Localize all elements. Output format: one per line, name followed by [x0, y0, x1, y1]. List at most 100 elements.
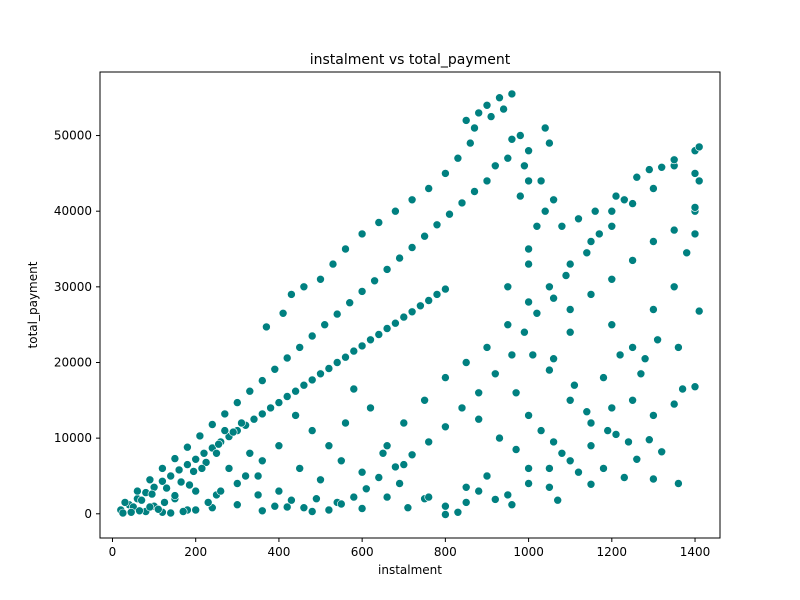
data-point [287, 290, 296, 299]
data-point [632, 454, 642, 464]
data-point [669, 282, 679, 292]
data-point [382, 492, 392, 502]
data-point [399, 312, 409, 322]
data-point [470, 123, 479, 133]
data-point [374, 218, 384, 227]
data-point [461, 116, 471, 125]
data-point [657, 163, 667, 172]
data-point [266, 403, 275, 413]
data-point [445, 209, 454, 219]
data-point [332, 358, 342, 367]
data-point [441, 510, 450, 519]
data-point [495, 93, 504, 102]
data-point [624, 437, 633, 447]
data-point [341, 418, 350, 428]
data-point [524, 244, 533, 254]
data-point [441, 284, 450, 294]
data-point [511, 445, 521, 454]
data-point [507, 350, 517, 360]
data-point [220, 409, 230, 419]
data-point [565, 395, 575, 405]
data-point [370, 276, 379, 286]
data-point [274, 486, 284, 496]
data-point [532, 222, 542, 231]
data-point [441, 169, 450, 178]
x-axis-label: instalment [378, 563, 442, 577]
data-point [403, 503, 413, 513]
data-point [524, 146, 533, 155]
data-point [183, 442, 192, 452]
data-point [549, 293, 558, 303]
data-point [474, 388, 484, 398]
data-point [407, 450, 417, 460]
data-point [391, 318, 400, 328]
data-point [545, 365, 554, 375]
data-point [420, 395, 429, 405]
data-point [640, 354, 650, 364]
data-point [361, 484, 371, 494]
data-point [628, 395, 637, 405]
data-point [586, 418, 596, 428]
data-point [607, 274, 617, 284]
data-point [470, 187, 479, 196]
data-point [540, 206, 550, 216]
data-point [183, 460, 192, 469]
data-point [524, 464, 533, 473]
data-point [237, 418, 246, 428]
x-tick-label: 0 [109, 545, 117, 559]
data-point [274, 441, 284, 451]
data-point [632, 172, 642, 182]
data-point [424, 184, 434, 193]
data-point [307, 426, 317, 435]
data-point [185, 480, 194, 490]
x-tick-label: 1400 [680, 545, 711, 559]
data-point [399, 460, 409, 469]
data-point [682, 248, 692, 258]
data-point [628, 199, 637, 208]
data-point [570, 380, 579, 390]
x-tick-label: 800 [434, 545, 457, 559]
data-point [158, 476, 167, 486]
data-point [565, 456, 575, 466]
data-point [690, 203, 700, 212]
data-point [126, 507, 136, 517]
data-point [233, 479, 242, 488]
data-point [170, 491, 180, 500]
chart-title: instalment vs total_payment [310, 52, 511, 68]
data-point [545, 464, 554, 473]
data-point [299, 282, 309, 292]
data-point [245, 386, 255, 396]
data-point [120, 498, 130, 507]
y-tick-label: 50000 [54, 129, 92, 143]
data-point [607, 320, 617, 330]
y-axis-label: total_payment [26, 261, 40, 348]
data-point [212, 448, 221, 458]
data-point [158, 464, 167, 473]
data-point [357, 467, 367, 477]
data-point [420, 231, 429, 241]
data-point [174, 465, 184, 475]
data-point [366, 403, 375, 413]
data-point [295, 343, 305, 352]
data-point [324, 505, 334, 515]
data-point [690, 169, 700, 178]
data-point [503, 490, 513, 500]
y-tick-label: 40000 [54, 204, 92, 218]
data-point [490, 495, 500, 504]
data-point [195, 431, 205, 441]
data-point [208, 420, 217, 429]
data-point [320, 320, 330, 330]
data-point [557, 222, 567, 231]
data-point [565, 327, 575, 337]
data-point [669, 155, 679, 165]
data-point [657, 447, 667, 457]
data-point [257, 409, 267, 419]
data-point [407, 307, 417, 317]
data-point [407, 195, 417, 205]
data-point [582, 407, 592, 417]
data-point [270, 364, 280, 374]
data-point [199, 448, 209, 458]
data-point [166, 508, 175, 518]
data-point [490, 161, 500, 171]
data-point [619, 473, 629, 482]
